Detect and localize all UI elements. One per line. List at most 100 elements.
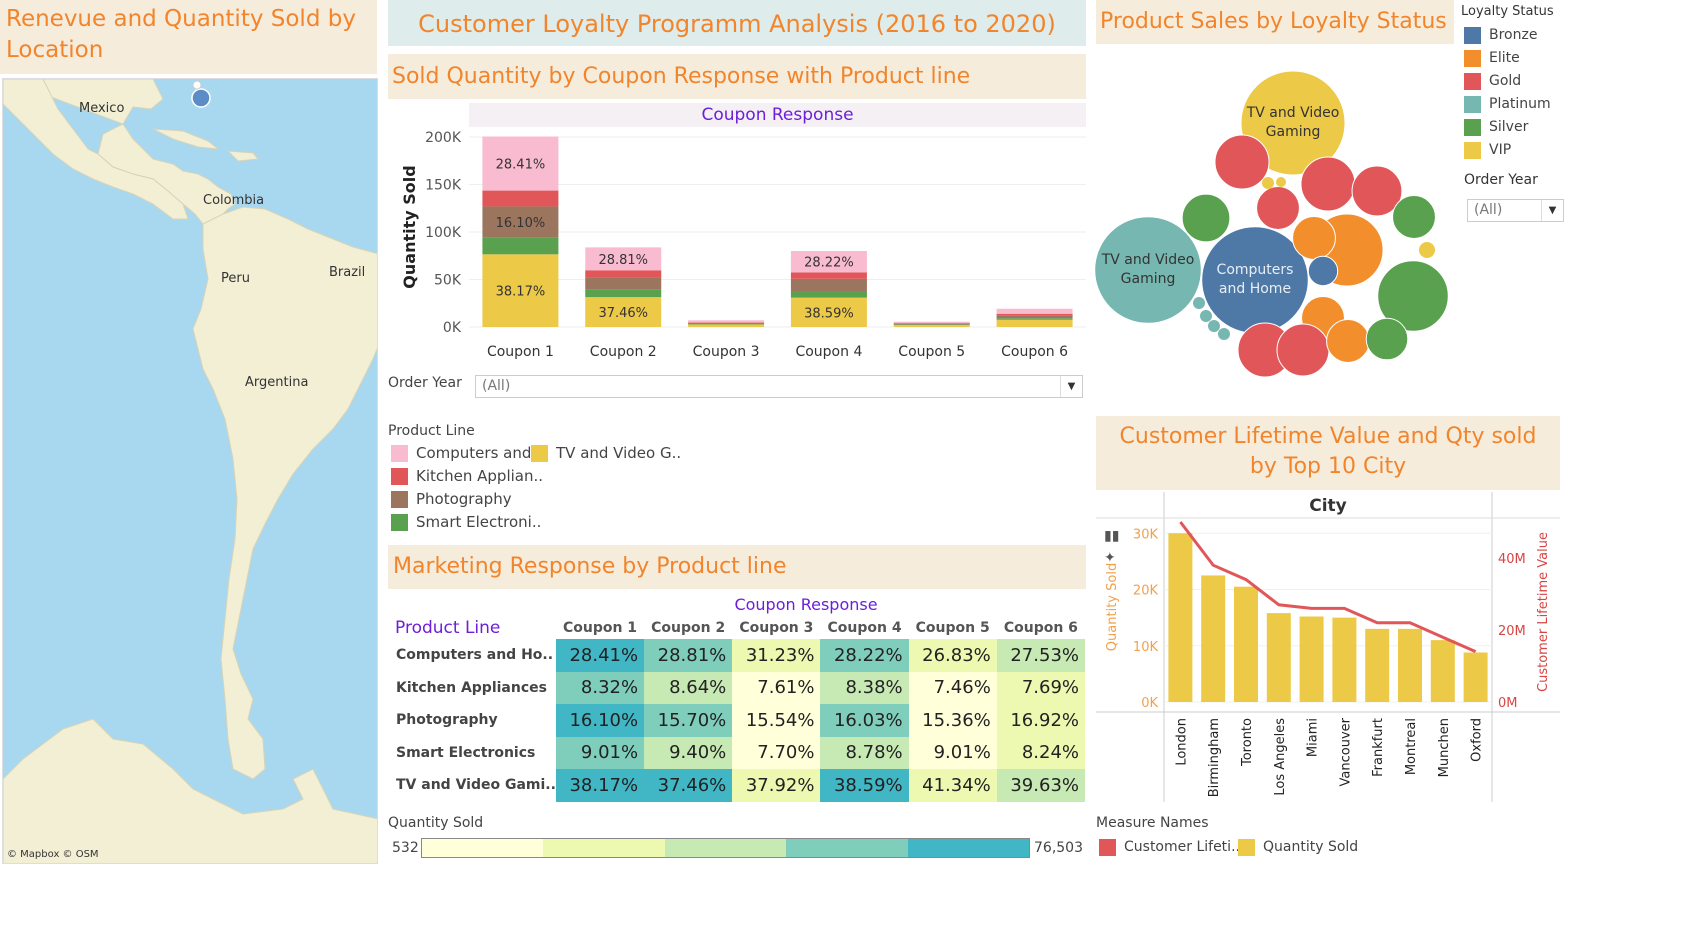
legend-item-smart[interactable]: Smart Electroni..: [391, 510, 541, 535]
loyalty-order-year-dropdown[interactable]: (All) ▼: [1467, 199, 1564, 222]
map-canvas[interactable]: [3, 79, 378, 864]
bar-segment[interactable]: [790, 251, 867, 273]
legend-item-platinum[interactable]: Platinum: [1461, 93, 1565, 116]
bar-segment[interactable]: [688, 320, 765, 323]
legend-item-clv[interactable]: Customer Lifeti..: [1099, 835, 1240, 860]
bar-segment[interactable]: [893, 321, 970, 324]
table-cell[interactable]: 15.70%: [644, 704, 733, 737]
table-cell[interactable]: 9.40%: [644, 736, 733, 769]
table-cell[interactable]: 28.81%: [644, 639, 733, 672]
bubble[interactable]: [1300, 156, 1356, 212]
bar-segment[interactable]: [688, 322, 765, 323]
bar-segment[interactable]: [688, 323, 765, 325]
bar-segment[interactable]: [996, 315, 1073, 319]
table-row[interactable]: TV and Video Gami.. 38.17% 37.46% 37.92% 38.…: [388, 769, 1085, 802]
bar[interactable]: [1332, 617, 1357, 702]
legend-item-tv[interactable]: TV and Video G..: [531, 441, 681, 466]
bar-segment[interactable]: [893, 323, 970, 325]
bubble[interactable]: [1181, 193, 1231, 243]
table-cell[interactable]: 7.46%: [908, 671, 997, 704]
table-cell[interactable]: 41.34%: [908, 769, 997, 802]
table-cell[interactable]: 16.92%: [996, 704, 1085, 737]
table-row[interactable]: Computers and Ho.. 28.41% 28.81% 31.23% 28.2…: [388, 639, 1085, 672]
bubble[interactable]: [1256, 186, 1300, 230]
bar-segment[interactable]: [790, 297, 867, 327]
bar-segment[interactable]: [790, 272, 867, 279]
table-cell[interactable]: 7.61%: [732, 671, 821, 704]
bubble[interactable]: [1392, 195, 1436, 239]
bubble[interactable]: [1214, 134, 1270, 190]
table-cell[interactable]: 7.70%: [732, 736, 821, 769]
table-cell[interactable]: 38.17%: [555, 769, 645, 802]
bar-segment[interactable]: [996, 313, 1073, 316]
bubble[interactable]: [1365, 317, 1409, 361]
bar[interactable]: [1430, 640, 1455, 702]
table-cell[interactable]: 31.23%: [732, 639, 821, 672]
table-cell[interactable]: 9.01%: [555, 736, 645, 769]
table-cell[interactable]: 8.32%: [555, 671, 645, 704]
bubble[interactable]: [1419, 242, 1435, 258]
bar[interactable]: [1398, 628, 1422, 702]
table-cell[interactable]: 16.03%: [820, 704, 909, 737]
chart-toolbar-icon[interactable]: ▮▮: [1104, 528, 1120, 544]
legend-item-kitchen[interactable]: Kitchen Applian..: [391, 464, 543, 489]
table-cell[interactable]: 8.24%: [996, 736, 1085, 769]
bar-segment[interactable]: [482, 190, 559, 207]
clv-combo-chart[interactable]: 0K 10K 20K 30K 0M 20M 40M Quantity Sold Customer…: [1096, 492, 1562, 807]
chevron-down-icon[interactable]: ▼: [1060, 376, 1082, 397]
table-cell[interactable]: 15.36%: [908, 704, 997, 737]
pin-icon[interactable]: ✦: [1104, 550, 1116, 566]
bar-segment[interactable]: [893, 324, 970, 327]
table-cell[interactable]: 8.38%: [820, 671, 909, 704]
location-marker[interactable]: [191, 88, 211, 108]
legend-item-computers[interactable]: Computers and ..: [391, 441, 546, 466]
bubble[interactable]: [1240, 70, 1346, 176]
bubble[interactable]: [1377, 260, 1449, 332]
heatmap-color-ramp[interactable]: [421, 838, 1030, 858]
bubble[interactable]: [1218, 328, 1230, 340]
bar-segment[interactable]: [585, 277, 662, 290]
bar-segment[interactable]: [893, 323, 970, 324]
coupon-stacked-bar-chart[interactable]: 0K 50K 100K 150K 200K Quantity Sold 38.17% 16.1…: [388, 127, 1086, 367]
legend-item-qty[interactable]: Quantity Sold: [1238, 835, 1358, 860]
bubble[interactable]: [1200, 310, 1212, 322]
bubble[interactable]: [1276, 323, 1330, 377]
heatmap-table[interactable]: Coupon 1 Coupon 2 Coupon 3 Coupon 4 Coupon 5…: [388, 617, 1085, 802]
bubble[interactable]: [1326, 319, 1370, 363]
location-map[interactable]: Mexico Colombia Peru Brazil Argentina © …: [2, 78, 378, 864]
bubble[interactable]: [1094, 216, 1202, 324]
bubble[interactable]: [1307, 255, 1339, 287]
bar-segment[interactable]: [585, 297, 662, 327]
bar[interactable]: [1234, 586, 1258, 702]
table-cell[interactable]: 27.53%: [996, 639, 1085, 672]
product-line-legend[interactable]: Product Line Computers and .. TV and Vid…: [388, 420, 688, 531]
bar-segment[interactable]: [585, 247, 662, 271]
table-cell[interactable]: 16.10%: [555, 704, 645, 737]
table-cell[interactable]: 37.46%: [644, 769, 733, 802]
bubble[interactable]: [1351, 165, 1403, 217]
table-row[interactable]: Photography 16.10% 15.70% 15.54% 16.03% 15.36…: [388, 704, 1085, 737]
bar-segment[interactable]: [482, 254, 559, 327]
table-row[interactable]: Smart Electronics 9.01% 9.40% 7.70% 8.78% 9.0…: [388, 736, 1085, 769]
bar-segment[interactable]: [482, 237, 559, 255]
bar-segment[interactable]: [688, 322, 765, 324]
order-year-dropdown[interactable]: (All) ▼: [475, 375, 1083, 398]
bar[interactable]: [1463, 652, 1488, 703]
bar[interactable]: [1266, 613, 1291, 702]
table-row[interactable]: Kitchen Appliances 8.32% 8.64% 7.61% 8.38% 7.…: [388, 671, 1085, 704]
bubble[interactable]: [1262, 177, 1274, 189]
bubble[interactable]: [1201, 226, 1309, 334]
table-cell[interactable]: 8.78%: [820, 736, 909, 769]
table-cell[interactable]: 9.01%: [908, 736, 997, 769]
table-cell[interactable]: 26.83%: [908, 639, 997, 672]
clv-line[interactable]: [1179, 521, 1477, 653]
bar[interactable]: [1299, 616, 1324, 703]
bar-segment[interactable]: [482, 136, 559, 191]
legend-item-gold[interactable]: Gold: [1461, 70, 1565, 93]
table-cell[interactable]: 39.63%: [996, 769, 1085, 802]
bubble[interactable]: [1193, 297, 1205, 309]
bar-segment[interactable]: [585, 289, 662, 298]
bar-segment[interactable]: [482, 206, 559, 238]
bar-segment[interactable]: [688, 324, 765, 327]
table-cell[interactable]: 8.64%: [644, 671, 733, 704]
